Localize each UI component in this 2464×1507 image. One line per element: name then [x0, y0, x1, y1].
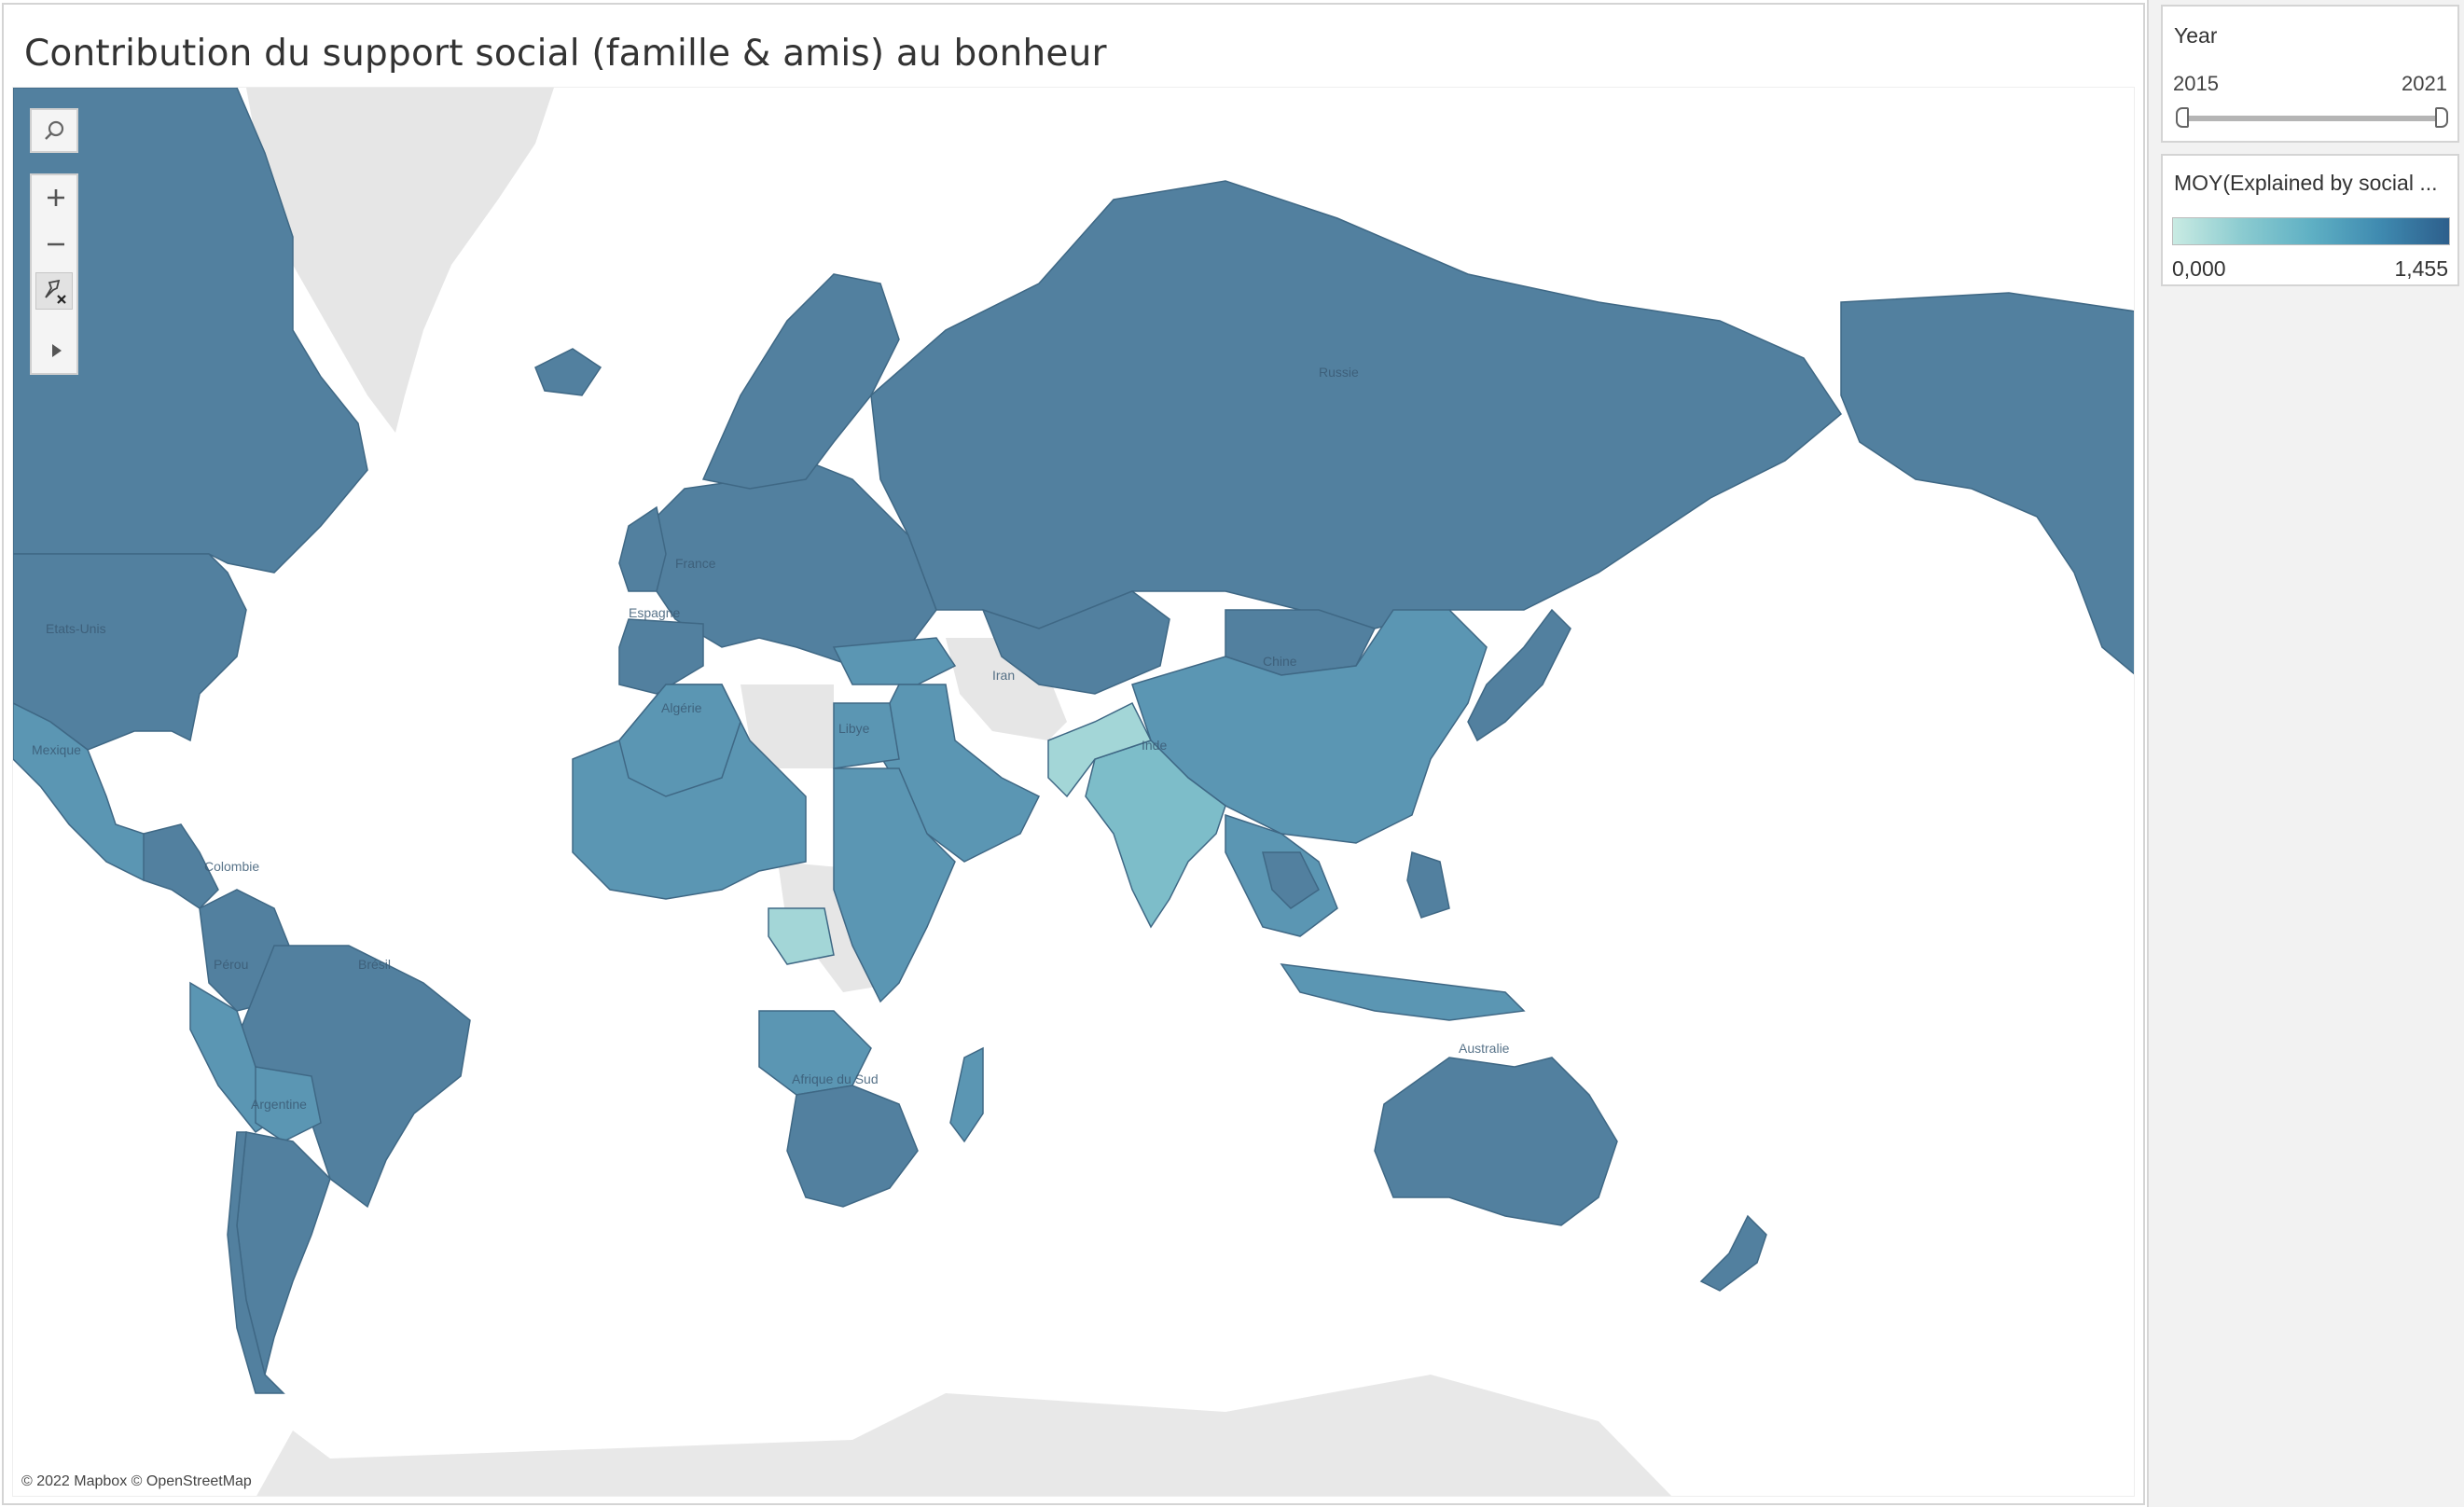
- uk-country[interactable]: [618, 505, 667, 592]
- map-label-australia: Australie: [1459, 1041, 1510, 1056]
- central-america-country[interactable]: [143, 823, 219, 909]
- madagascar-country[interactable]: [949, 1046, 984, 1143]
- year-filter-title: Year: [2174, 23, 2218, 48]
- map-label-colombia: Colombie: [204, 859, 259, 874]
- pakistan-afghanistan-region[interactable]: [1047, 701, 1153, 798]
- spain-country[interactable]: [618, 618, 704, 695]
- algeria-country[interactable]: [618, 684, 741, 797]
- world-map[interactable]: Russie Etats-Unis Mexique Colombie Brési…: [12, 87, 2135, 1497]
- kazakhstan-country[interactable]: [981, 590, 1170, 695]
- year-slider-max-label: 2021: [2402, 72, 2447, 95]
- philippines-country[interactable]: [1406, 851, 1450, 919]
- canada-country[interactable]: [13, 88, 368, 574]
- play-icon: [52, 344, 62, 357]
- map-attribution: © 2022 Mapbox © OpenStreetMap: [21, 1473, 252, 1489]
- thailand-country[interactable]: [1262, 851, 1320, 909]
- search-icon: [45, 120, 64, 140]
- map-label-iran: Iran: [992, 668, 1015, 683]
- year-slider-min-handle[interactable]: [2176, 107, 2189, 128]
- map-label-india: Inde: [1142, 738, 1167, 753]
- bolivia-country[interactable]: [255, 1066, 322, 1142]
- map-label-libya: Libye: [838, 721, 870, 736]
- reset-map-button[interactable]: [35, 272, 73, 310]
- new-zealand-country[interactable]: [1699, 1214, 1767, 1292]
- southern-africa-region[interactable]: [786, 1085, 919, 1208]
- toolbar-expand-button[interactable]: [32, 328, 80, 373]
- greenland-land[interactable]: [246, 88, 554, 433]
- map-label-china: Chine: [1263, 654, 1297, 669]
- plus-icon: [48, 189, 64, 206]
- map-label-peru: Pérou: [214, 957, 248, 972]
- map-label-united-states: Etats-Unis: [46, 621, 106, 636]
- iceland-country[interactable]: [534, 348, 602, 396]
- map-search-button[interactable]: [30, 108, 78, 153]
- antarctica-land[interactable]: [256, 1375, 1673, 1497]
- alaska-country[interactable]: [1840, 292, 2135, 675]
- map-label-russia: Russie: [1319, 365, 1359, 380]
- year-slider-track[interactable]: [2181, 116, 2443, 121]
- color-legend-card: MOY(Explained by social ... 0,000 1,455: [2161, 154, 2459, 286]
- map-svg: Russie Etats-Unis Mexique Colombie Brési…: [13, 88, 2135, 1497]
- russia-country[interactable]: [870, 180, 1842, 629]
- map-label-mexico: Mexique: [32, 742, 81, 757]
- indonesia-country[interactable]: [1280, 963, 1526, 1021]
- turkey-country[interactable]: [832, 637, 957, 685]
- japan-country[interactable]: [1467, 608, 1571, 742]
- year-slider-min-label: 2015: [2173, 72, 2219, 95]
- color-ramp: [2172, 217, 2450, 245]
- color-legend-title[interactable]: MOY(Explained by social ...: [2174, 171, 2438, 195]
- map-label-spain: Espagne: [629, 605, 680, 620]
- minus-icon: [48, 242, 64, 246]
- nigeria-country[interactable]: [768, 907, 835, 965]
- scandinavia-region[interactable]: [701, 273, 900, 490]
- zoom-out-button[interactable]: [32, 222, 80, 267]
- sheet-title: Contribution du support social (famille …: [24, 33, 1107, 75]
- zoom-in-button[interactable]: [32, 175, 80, 220]
- iran-land[interactable]: [946, 638, 1067, 740]
- egypt-country[interactable]: [833, 702, 900, 769]
- map-label-argentina: Argentine: [251, 1097, 307, 1112]
- map-label-algeria: Algérie: [661, 700, 702, 715]
- pin-reset-icon: [45, 279, 66, 304]
- legend-panel: Year 2015 2021 MOY(Explained by social .…: [2147, 0, 2464, 1507]
- north-africa-nodata[interactable]: [741, 684, 834, 768]
- map-label-france: France: [675, 556, 716, 571]
- color-legend-min: 0,000: [2172, 256, 2226, 281]
- year-slider-max-handle[interactable]: [2435, 107, 2448, 128]
- australia-country[interactable]: [1374, 1057, 1618, 1226]
- map-zoom-controls: [30, 173, 78, 375]
- map-label-brazil: Brésil: [358, 957, 391, 972]
- india-country[interactable]: [1085, 740, 1226, 929]
- east-africa-region[interactable]: [833, 767, 956, 1003]
- year-filter-card: Year 2015 2021: [2161, 5, 2459, 143]
- color-legend-max: 1,455: [2394, 256, 2448, 281]
- chile-country[interactable]: [227, 1131, 285, 1394]
- map-label-south-africa: Afrique du Sud: [792, 1071, 879, 1086]
